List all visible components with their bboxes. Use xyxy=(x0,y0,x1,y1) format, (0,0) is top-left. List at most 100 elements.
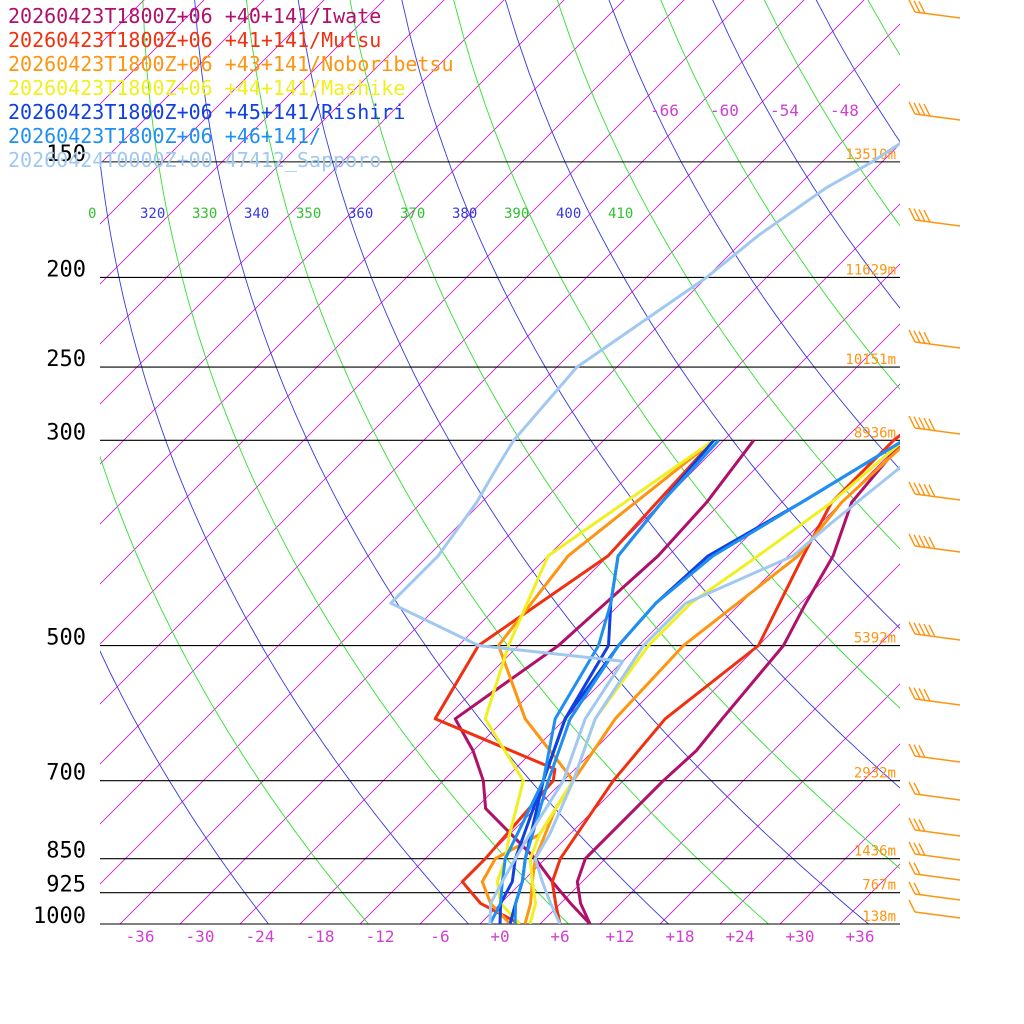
temperature-line xyxy=(575,442,900,924)
wind-barb-flag xyxy=(913,842,921,856)
wind-barb-flag xyxy=(918,745,926,758)
wind-barb-flag xyxy=(908,101,916,115)
dry-adiabat-line xyxy=(401,0,900,789)
dry-adiabat-line xyxy=(100,650,269,924)
pressure-tick-label: 925 xyxy=(46,873,86,898)
temperature-tick-label: +12 xyxy=(606,927,635,946)
temperature-line xyxy=(528,441,900,924)
temperature-tick-label: +18 xyxy=(666,927,695,946)
wind-barb-flag xyxy=(908,743,916,757)
temperature-tick-label: -6 xyxy=(430,927,449,946)
pressure-tick-label: 850 xyxy=(46,839,86,864)
theta-label: 320 xyxy=(140,206,165,222)
wind-barb-flag xyxy=(928,624,936,638)
temperature-tick-label: -30 xyxy=(186,927,215,946)
pressure-tick-label: 300 xyxy=(46,420,86,445)
wind-barb-flag xyxy=(908,899,916,913)
wind-barb-flag xyxy=(918,483,926,496)
legend-item: 20260423T1800Z+06 +45+141/Rishiri xyxy=(8,100,406,124)
dry-adiabat-line xyxy=(712,0,900,309)
wind-barb-staff xyxy=(914,793,961,801)
wind-barb-flag xyxy=(918,103,926,116)
wind-barb-staff xyxy=(914,755,961,763)
wind-barb-flag xyxy=(908,533,916,547)
pressure-tick-label: 100 xyxy=(46,0,86,4)
wind-barb-flag xyxy=(923,535,931,549)
pressure-tick-label: 150 xyxy=(46,142,86,167)
wind-barb-flag xyxy=(918,417,926,430)
wind-barb-flag xyxy=(913,416,921,430)
wind-barb-flag xyxy=(923,688,931,702)
wind-barb-flag xyxy=(908,481,916,495)
isotherm-line xyxy=(479,503,900,924)
wind-barb-flag xyxy=(908,329,916,343)
wind-barb-staff xyxy=(914,341,961,349)
legend-item: 20260423T1800Z+06 +44+141/Mashike xyxy=(8,76,406,100)
pressure-tick-label: 1000 xyxy=(33,904,86,929)
isotherm-line xyxy=(539,563,900,924)
theta-label: 330 xyxy=(192,206,217,222)
isotherm-line xyxy=(599,623,900,924)
legend-item: 20260423T1800Z+06 +43+141/Noboribetsu xyxy=(8,52,454,76)
dewpoint-line xyxy=(483,439,715,924)
wind-barb-flag xyxy=(918,819,926,832)
wind-barb-flag xyxy=(908,841,916,855)
wind-barb xyxy=(908,899,961,919)
theta-label: 410 xyxy=(608,206,633,222)
pressure-tick-label: 250 xyxy=(46,347,86,372)
dry-adiabat-line xyxy=(100,157,469,924)
isotherm-line xyxy=(299,323,900,924)
moist-adiabat-line xyxy=(867,0,900,56)
legend-item: 20260423T1800Z+06 +40+141/Iwate xyxy=(8,4,382,28)
isotherm-top-label: -60 xyxy=(710,101,739,120)
moist-adiabat-line xyxy=(453,0,900,709)
wind-barb-flag xyxy=(918,843,926,856)
temperature-line xyxy=(533,465,900,924)
theta-labels: 0 320 330 340 350 360 370 380 390 400 410 xyxy=(88,206,633,222)
wind-barb-flag xyxy=(913,818,921,832)
wind-barb-flag xyxy=(908,781,916,795)
height-label: 767m xyxy=(862,878,896,894)
wind-barb-flag xyxy=(908,881,916,895)
theta-label: 0 xyxy=(88,206,96,222)
wind-barb-flag xyxy=(913,862,921,876)
wind-barb xyxy=(908,0,961,19)
wind-barb-flag xyxy=(908,861,916,875)
temperature-line xyxy=(508,440,900,924)
temperature-tick-label: -36 xyxy=(126,927,155,946)
height-label: 138m xyxy=(862,909,896,925)
isotherm-top-label: -54 xyxy=(770,101,799,120)
wind-barb-flag xyxy=(908,207,916,221)
wind-barb xyxy=(908,415,961,435)
wind-barb-flag xyxy=(918,1,926,14)
wind-barb xyxy=(908,817,961,837)
wind-barb-flag xyxy=(923,417,931,431)
wind-barbs xyxy=(908,0,961,919)
legend: 20260423T1800Z+06 +40+141/Iwate 20260423T… xyxy=(8,4,454,172)
wind-barb-flag xyxy=(908,817,916,831)
temperature-tick-label: +36 xyxy=(846,927,875,946)
pressure-tick-label: 500 xyxy=(46,626,86,651)
wind-barb-flag xyxy=(913,534,921,548)
isotherm-top-label: -66 xyxy=(650,101,679,120)
dewpoint-line xyxy=(488,439,720,924)
wind-barb xyxy=(908,621,961,641)
wind-barb-staff xyxy=(914,493,961,501)
dewpoint-line xyxy=(389,141,900,924)
wind-barb-staff xyxy=(914,633,961,641)
dry-adiabat-line xyxy=(504,0,900,630)
height-label: 2932m xyxy=(854,766,896,782)
wind-barb-flag xyxy=(918,209,926,222)
isotherm-line xyxy=(659,683,900,924)
wind-barb-flag xyxy=(928,418,936,432)
temperature-tick-label: +24 xyxy=(726,927,755,946)
legend-item: 20260423T1800Z+06 +41+141/Mutsu xyxy=(8,28,382,52)
wind-barb xyxy=(908,481,961,501)
wind-barb-flag xyxy=(918,535,926,548)
temperature-tick-label: +6 xyxy=(550,927,569,946)
moist-adiabat-line xyxy=(245,0,769,924)
temperature-tick-label: +0 xyxy=(490,927,509,946)
wind-barb-staff xyxy=(914,427,961,435)
height-label: 13510m xyxy=(845,147,896,163)
